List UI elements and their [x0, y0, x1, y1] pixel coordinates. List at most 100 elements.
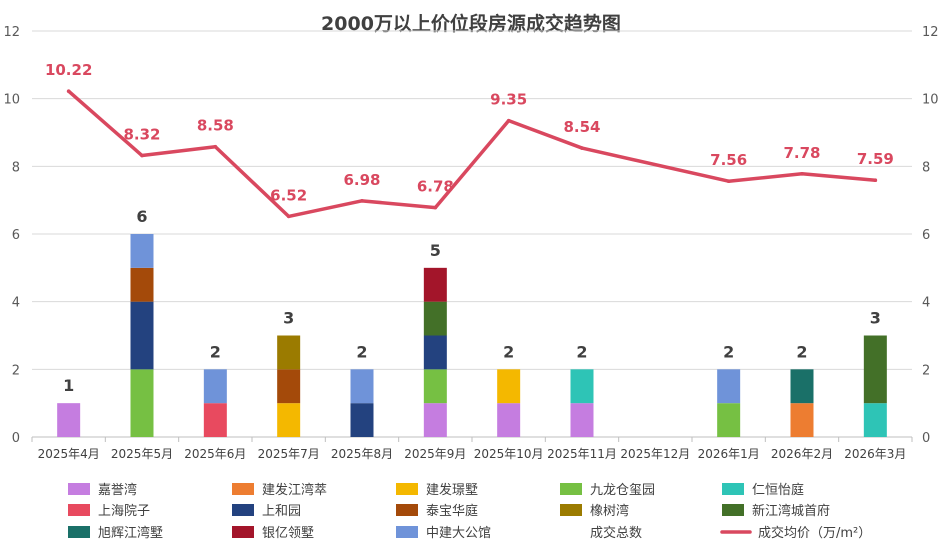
legend-label: 成交总数 — [590, 525, 642, 541]
price-point — [580, 146, 584, 150]
bar-segment — [497, 403, 521, 437]
x-tick-label: 2025年4月 — [38, 447, 100, 461]
legend-label: 嘉誉湾 — [98, 482, 137, 498]
price-label: 9.35 — [490, 91, 527, 109]
legend-swatch — [68, 483, 90, 495]
legend-swatch — [232, 526, 254, 538]
price-line — [66, 89, 878, 219]
legend-swatch — [396, 483, 418, 495]
price-point — [66, 89, 71, 94]
price-label: 8.32 — [123, 126, 160, 144]
x-tick-label: 2026年3月 — [844, 447, 906, 461]
price-point — [873, 178, 878, 183]
bar-segment — [423, 267, 447, 302]
legend-swatch — [722, 483, 744, 495]
legend-label: 银亿领墅 — [262, 526, 314, 541]
y-tick-label-left: 8 — [12, 160, 20, 175]
bar-segment — [277, 335, 301, 370]
legend-swatch — [396, 526, 418, 538]
price-label: 8.58 — [197, 117, 234, 135]
price-label: 8.54 — [563, 118, 600, 136]
bar-segment — [130, 301, 154, 370]
x-tick-label: 2026年1月 — [698, 447, 760, 461]
legend-swatch — [560, 504, 582, 516]
y-tick-label-left: 2 — [12, 363, 20, 378]
legend-label: 橡树湾 — [590, 503, 629, 519]
y-tick-label-right: 12 — [922, 25, 939, 40]
price-label: 10.22 — [45, 61, 92, 79]
legend-label: 九龙仓玺园 — [590, 483, 655, 498]
price-label: 7.59 — [857, 150, 894, 168]
legend-label: 泰宝华庭 — [426, 503, 478, 519]
bar-segment — [423, 403, 447, 437]
bar-segment — [423, 369, 447, 404]
x-tick-label: 2025年7月 — [258, 447, 320, 461]
bars — [57, 234, 887, 437]
bar-segment — [130, 234, 154, 268]
legend-label: 仁恒怡庭 — [752, 482, 804, 498]
legend-swatch — [68, 526, 90, 538]
bar-segment — [350, 403, 374, 437]
x-tick-label: 2025年11月 — [547, 447, 617, 461]
y-tick-label-left: 0 — [12, 431, 20, 446]
bar-segment — [570, 403, 594, 437]
total-label: 2 — [723, 342, 734, 361]
bar-segment — [203, 403, 227, 437]
x-tick-label: 2026年2月 — [771, 447, 833, 461]
y-tick-label-left: 6 — [12, 228, 20, 243]
y-tick-label-left: 12 — [3, 25, 20, 40]
legend-swatch — [68, 504, 90, 516]
x-tick-label: 2025年12月 — [620, 447, 690, 461]
x-tick-label: 2025年8月 — [331, 447, 393, 461]
legend-label: 上海院子 — [98, 504, 150, 519]
price-label: 7.78 — [783, 144, 820, 162]
bar-segment — [130, 267, 154, 302]
price-label: 6.78 — [417, 178, 454, 196]
legend-swatch — [560, 483, 582, 495]
price-point — [800, 171, 804, 176]
y-tick-label-right: 8 — [922, 160, 930, 175]
x-tick-label: 2025年9月 — [404, 447, 466, 461]
legend-label: 上和园 — [262, 504, 301, 519]
bar-segment — [570, 369, 594, 404]
bar-segment — [717, 369, 741, 404]
bar-segment — [350, 369, 374, 404]
legend-label: 新江湾城首府 — [752, 503, 830, 519]
y-tick-label-right: 0 — [922, 431, 930, 446]
bar-segment — [423, 301, 447, 336]
bar-segment — [423, 335, 447, 370]
total-label: 5 — [430, 241, 441, 260]
bar-segment — [790, 403, 814, 437]
total-label: 2 — [796, 342, 807, 361]
price-point — [506, 118, 511, 123]
price-point — [433, 205, 438, 210]
bar-segment — [717, 403, 741, 437]
price-point — [360, 199, 364, 203]
bar-segment — [790, 369, 814, 404]
x-tick-label: 2025年6月 — [184, 447, 246, 461]
price-label: 6.98 — [343, 171, 380, 189]
y-tick-label-right: 2 — [922, 363, 930, 378]
bar-segment — [863, 403, 887, 437]
x-tick-label: 2025年5月 — [111, 447, 173, 461]
total-label: 2 — [503, 342, 514, 361]
total-label: 2 — [576, 342, 587, 361]
legend-label: 建发江湾萃 — [262, 482, 327, 498]
chart-title: 2000万以上价位段房源成交趋势图 — [321, 12, 621, 35]
bar-segment — [863, 335, 887, 404]
legend-label: 旭辉江湾墅 — [98, 525, 163, 541]
price-labels: 10.22 8.32 8.58 6.52 6.98 6.78 9.35 8.54 7.56 7.7… — [45, 61, 894, 204]
y-tick-label-right: 6 — [922, 228, 930, 243]
total-label: 2 — [210, 342, 221, 361]
total-label: 3 — [870, 309, 881, 328]
price-line-path — [66, 89, 878, 219]
total-label: 1 — [63, 376, 74, 395]
total-label: 2 — [356, 342, 367, 361]
y-tick-label-right: 10 — [922, 93, 939, 108]
bar-segment — [203, 369, 227, 404]
total-label: 3 — [283, 309, 294, 328]
legend-swatch — [396, 504, 418, 516]
